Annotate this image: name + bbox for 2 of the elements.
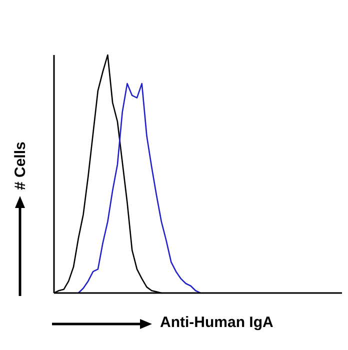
y-axis-title: # Cells [12,142,29,190]
x-axis-title: Anti-Human IgA [160,314,274,331]
